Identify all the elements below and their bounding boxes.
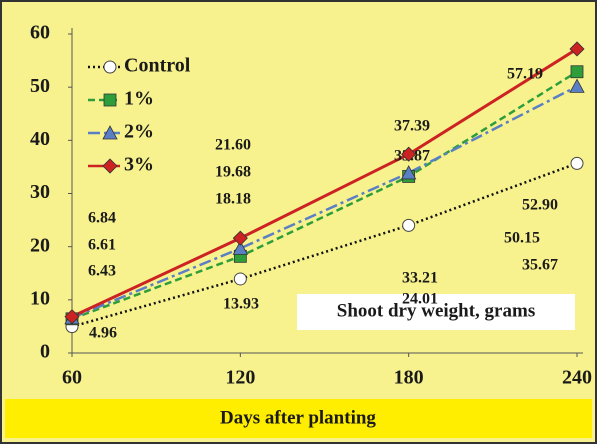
- x-axis-label: Days after planting: [220, 407, 376, 428]
- series-line: [71, 47, 578, 318]
- value-label: 18.18: [215, 191, 251, 208]
- value-label: 21.60: [215, 137, 251, 154]
- legend-marker: [103, 93, 117, 107]
- legend-label: 2%: [124, 121, 154, 143]
- point: [401, 146, 417, 162]
- value-label: 57.19: [507, 66, 543, 83]
- point: [232, 240, 249, 255]
- point: [64, 309, 80, 325]
- point: [570, 65, 584, 79]
- legend-marker: [102, 125, 118, 140]
- y-tick-label: 30: [30, 181, 50, 203]
- legend-marker: [103, 60, 117, 74]
- y-tick-label: 0: [40, 341, 50, 363]
- value-label: 4.96: [89, 325, 117, 342]
- point: [402, 218, 416, 232]
- series-line: [71, 162, 578, 328]
- point: [232, 230, 248, 246]
- y-tick-label: 20: [30, 234, 50, 256]
- value-label: 37.39: [394, 118, 430, 135]
- series-line: [71, 70, 578, 320]
- value-label: 50.15: [504, 230, 540, 247]
- x-tick-label: 120: [225, 367, 255, 389]
- value-label: 33.21: [402, 270, 438, 287]
- point: [233, 272, 247, 286]
- point: [400, 165, 417, 180]
- legend-marker: [102, 158, 118, 174]
- point: [569, 78, 585, 93]
- x-tick-label: 60: [62, 367, 82, 389]
- x-tick-label: 180: [394, 367, 424, 389]
- point: [569, 41, 585, 57]
- value-label: 52.90: [522, 197, 558, 214]
- xlabel-band: [5, 399, 592, 438]
- series-line: [71, 85, 578, 320]
- value-label: 35.67: [522, 257, 558, 274]
- y-tick-label: 10: [30, 287, 50, 309]
- legend-label: 1%: [124, 88, 154, 110]
- point: [570, 156, 584, 170]
- y-tick-label: 60: [30, 22, 50, 44]
- annotation-box: [297, 294, 575, 330]
- value-label: 24.01: [402, 291, 438, 308]
- value-label: 6.84: [88, 210, 116, 227]
- value-label: 6.43: [88, 263, 116, 280]
- legend-label: 3%: [124, 154, 154, 176]
- y-tick-label: 50: [30, 75, 50, 97]
- annotation: Shoot dry weight, grams: [337, 300, 535, 321]
- x-tick-label: 240: [562, 367, 592, 389]
- legend-label: Control: [124, 55, 191, 77]
- value-label: 19.68: [215, 164, 251, 181]
- value-label: 13.93: [223, 296, 259, 313]
- value-label: 6.61: [88, 237, 116, 254]
- y-tick-label: 40: [30, 128, 50, 150]
